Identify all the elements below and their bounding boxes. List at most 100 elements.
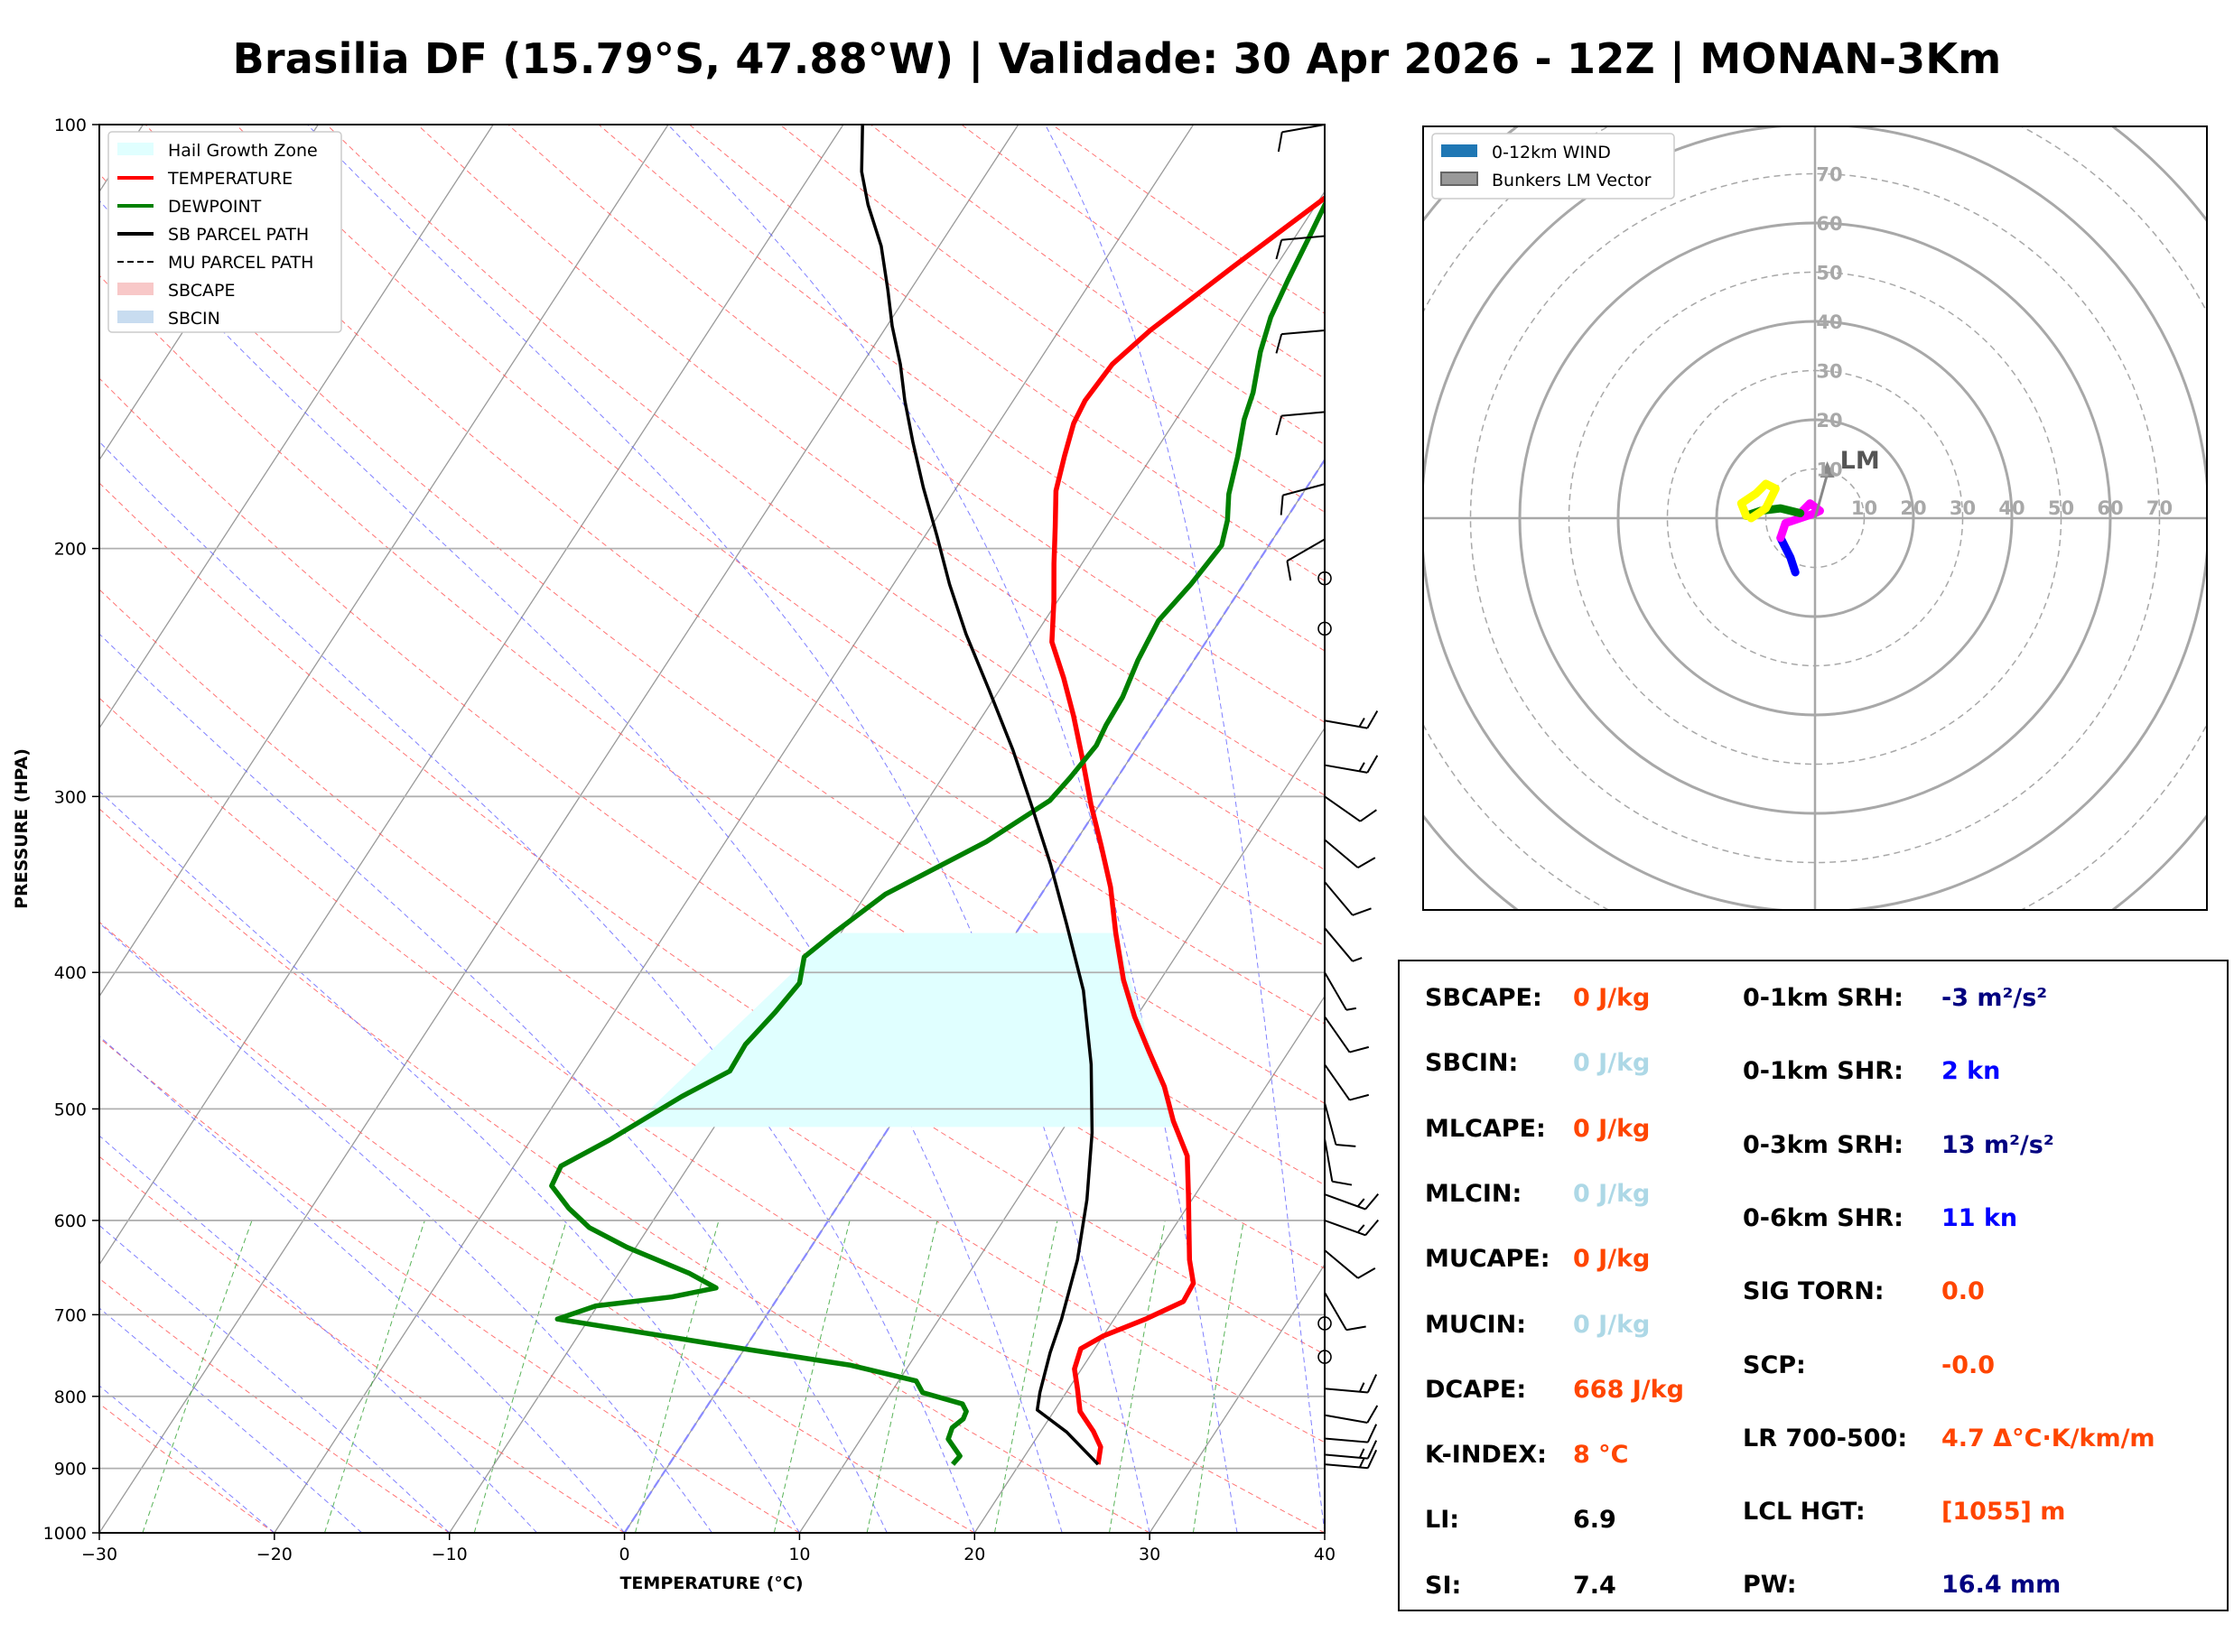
barb-flag <box>1357 857 1376 868</box>
hodo-legend-box <box>1431 133 1675 200</box>
param-lr-700-500-value: 4.7 Δ°C·K/km/m <box>1941 1424 2155 1452</box>
param-pw-value: 16.4 mm <box>1941 1571 2062 1600</box>
dry-adiabat <box>416 125 1325 796</box>
param-lr-700-500-label: LR 700-500: <box>1743 1424 1908 1452</box>
param-0-1km-srh-label: 0-1km SRH: <box>1743 984 1904 1012</box>
isotherm <box>99 125 494 729</box>
param-k-index-label: K-INDEX: <box>1425 1441 1547 1470</box>
barb-half-flag <box>1356 1198 1365 1208</box>
param-0-6km-shr-label: 0-6km SHR: <box>1743 1203 1904 1232</box>
param-0-1km-srh-value: -3 m²/s² <box>1941 984 2048 1012</box>
barb-flag <box>1366 1449 1378 1469</box>
hodograph-ring-label: 30 <box>1950 497 1976 519</box>
param-mucape-label: MUCAPE: <box>1425 1245 1550 1274</box>
hodograph-ring-label: 20 <box>1900 497 1926 519</box>
legend-label: DEWPOINT <box>168 197 262 217</box>
isotherm <box>449 190 1325 1533</box>
isotherm <box>99 125 319 461</box>
isotherm <box>99 125 1019 1533</box>
moist-adiabat <box>99 633 888 1533</box>
x-tick-label: −10 <box>432 1545 468 1564</box>
isotherm <box>1149 1263 1325 1533</box>
legend-swatch <box>117 311 154 323</box>
param-sig-torn-value: 0.0 <box>1941 1277 1985 1306</box>
barb-staff <box>1324 1063 1351 1101</box>
wind-barb <box>1324 1016 1370 1053</box>
y-axis-label: PRESSURE (HPA) <box>12 748 32 909</box>
param-0-3km-srh-label: 0-3km SRH: <box>1743 1130 1904 1159</box>
barb-flag <box>1366 755 1379 774</box>
param-si-label: SI: <box>1425 1571 1462 1600</box>
barb-flag <box>1286 561 1292 581</box>
calm-circle <box>1317 1350 1332 1364</box>
y-tick-label: 700 <box>54 1305 87 1325</box>
wind-barb <box>1317 621 1332 636</box>
calm-circle <box>1317 571 1332 586</box>
dry-adiabat <box>99 808 1150 1533</box>
barb-flag <box>1280 495 1284 515</box>
barb-staff <box>1324 1249 1359 1279</box>
wind-barb <box>1275 411 1326 436</box>
dry-adiabat <box>144 125 1325 1025</box>
isotherm <box>274 125 1195 1533</box>
barb-staff <box>1324 1219 1366 1237</box>
barb-staff <box>1286 538 1326 562</box>
moist-adiabat <box>307 125 1150 1533</box>
barb-flag <box>1275 415 1283 436</box>
lm-label: LM <box>1840 447 1880 475</box>
legend-label: MU PARCEL PATH <box>168 253 313 273</box>
hodograph-ring-label: 50 <box>1816 263 1842 284</box>
legend-label: SBCAPE <box>168 281 236 301</box>
barb-half-flag <box>1356 1224 1365 1233</box>
barb-staff <box>1324 927 1354 962</box>
wind-barb <box>1275 329 1326 354</box>
y-tick-label: 300 <box>54 787 87 807</box>
param-mucin-value: 0 J/kg <box>1573 1310 1651 1339</box>
legend-swatch <box>117 143 154 155</box>
barb-staff <box>1281 235 1326 241</box>
isotherm <box>798 727 1325 1533</box>
wind-barb <box>1324 1405 1379 1424</box>
moist-adiabat <box>99 1224 451 1533</box>
param-dcape-label: DCAPE: <box>1425 1375 1527 1404</box>
moist-adiabat <box>99 790 800 1533</box>
barb-half-flag <box>1352 957 1363 962</box>
barb-flag <box>1364 1193 1380 1211</box>
hodo-trace-0-1km <box>1776 534 1800 577</box>
param-mucape-value: 0 J/kg <box>1573 1245 1651 1274</box>
mixing-ratio-line <box>324 1220 425 1533</box>
sb-parcel-trace <box>860 125 1100 1466</box>
param-0-1km-shr-value: 2 kn <box>1941 1057 2001 1086</box>
y-tick-label: 100 <box>54 116 87 135</box>
isotherm <box>99 125 669 998</box>
param-li-label: LI: <box>1425 1506 1460 1535</box>
barb-staff <box>1281 411 1326 417</box>
y-tick-label: 600 <box>54 1211 87 1231</box>
moist-adiabat <box>1045 125 1325 1533</box>
legend-label: Hail Growth Zone <box>168 141 318 161</box>
param-0-3km-srh-value: 13 m²/s² <box>1941 1130 2054 1159</box>
param-mucin-label: MUCIN: <box>1425 1310 1527 1339</box>
barb-staff <box>1282 483 1326 497</box>
calm-circle <box>1317 1316 1332 1331</box>
dry-adiabat <box>99 1277 450 1533</box>
barb-staff <box>1324 1016 1351 1053</box>
temperature-trace <box>1049 194 1325 1465</box>
barb-flag <box>1366 1424 1378 1443</box>
barb-staff <box>1324 839 1359 868</box>
wind-barb <box>1280 483 1326 515</box>
barb-flag <box>1345 1325 1366 1332</box>
legend-label: TEMPERATURE <box>167 169 293 189</box>
moist-adiabat <box>99 1135 537 1533</box>
wind-barb <box>1275 235 1326 260</box>
param-0-6km-shr-value: 11 kn <box>1941 1203 2018 1232</box>
x-tick-label: 0 <box>619 1545 630 1564</box>
wind-barb <box>1324 1219 1380 1237</box>
y-tick-label: 400 <box>54 963 87 983</box>
wind-barb <box>1324 881 1372 916</box>
x-tick-label: 10 <box>788 1545 810 1564</box>
moist-adiabat <box>99 1385 275 1533</box>
wind-barb <box>1324 927 1363 962</box>
hodograph-ring-label: 70 <box>2146 497 2173 519</box>
barb-staff <box>1324 1292 1347 1331</box>
